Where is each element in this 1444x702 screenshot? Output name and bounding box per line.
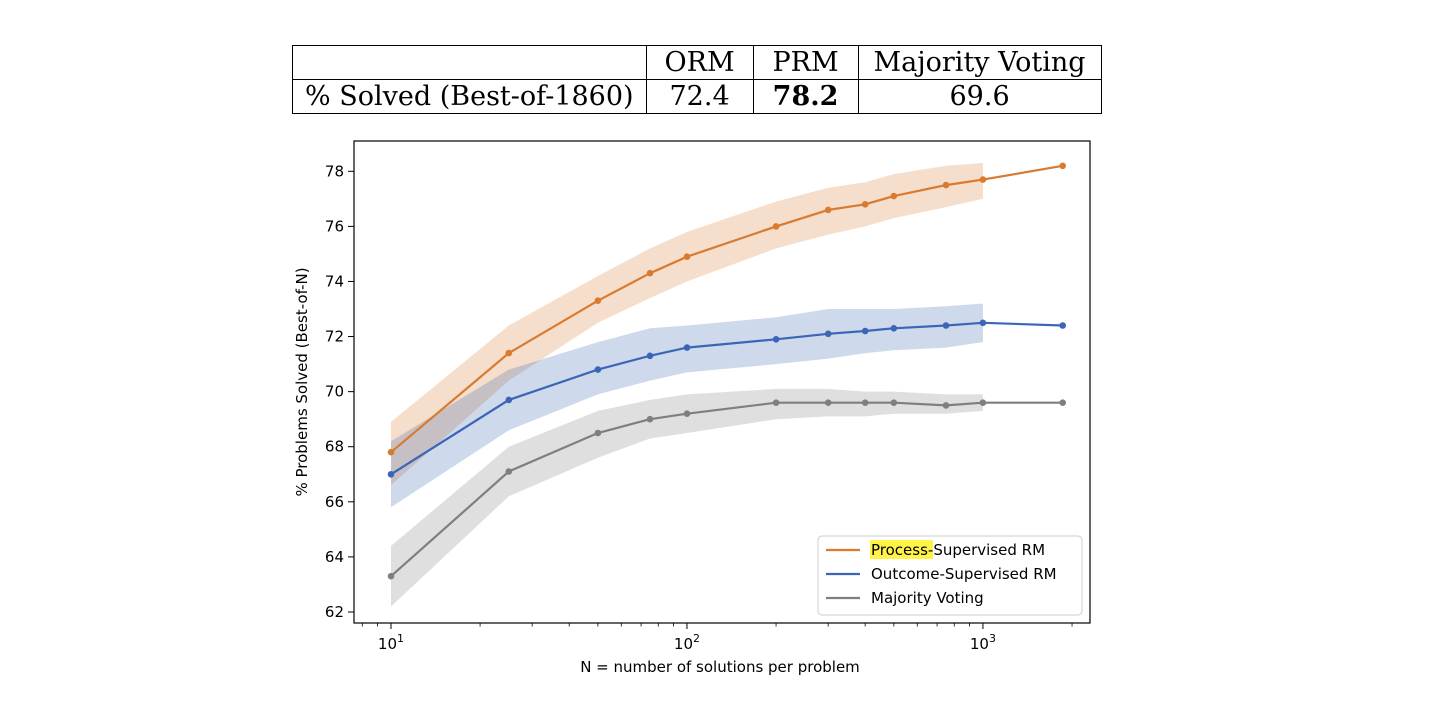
data-point (979, 399, 987, 407)
data-point (861, 201, 869, 208)
series-line-0 (390, 164, 1063, 454)
data-point (1059, 322, 1066, 329)
data-point (772, 223, 780, 230)
results-table: ORM PRM Majority Voting % Solved (Best-o… (292, 45, 1102, 114)
confidence-band-2 (391, 388, 983, 607)
table-cell-best: 78.2 (752, 79, 859, 114)
data-point (942, 322, 950, 329)
y-tick-label: 62 (325, 603, 344, 621)
y-axis-label: % Problems Solved (Best-of-N) (293, 267, 311, 496)
data-point (942, 402, 950, 409)
data-point (890, 325, 898, 332)
confidence-bands (391, 163, 983, 607)
data-point (979, 176, 987, 183)
data-point (942, 181, 950, 189)
x-tick-label: 101 (378, 632, 404, 653)
x-axis-label: N = number of solutions per problem (580, 658, 860, 676)
y-tick-label: 70 (325, 383, 344, 401)
data-point (387, 572, 395, 580)
data-point (646, 352, 654, 360)
legend-label: Majority Voting (871, 589, 984, 607)
confidence-band-0 (391, 163, 983, 486)
data-point (1059, 162, 1066, 170)
y-tick-label: 78 (325, 162, 344, 180)
data-point (824, 206, 832, 214)
legend: Process-Supervised RM Outcome-Supervised … (817, 535, 1083, 616)
data-point (646, 269, 654, 277)
series-line-2 (390, 401, 1063, 578)
table-cell: 69.6 (857, 79, 1102, 114)
data-point (979, 319, 987, 327)
table-row: % Solved (Best-of-1860) 72.4 78.2 69.6 (292, 79, 1102, 114)
legend-label: Outcome-Supervised RM (871, 565, 1057, 583)
plot-frame (353, 140, 1091, 624)
y-axis: 62 64 66 68 70 72 74 76 78 (325, 162, 354, 621)
data-point (505, 468, 513, 475)
x-tick-label: 102 (674, 632, 700, 653)
confidence-band-1 (391, 303, 983, 508)
y-tick-label: 66 (325, 493, 344, 511)
data-point (594, 297, 602, 305)
data-point (890, 399, 898, 407)
data-point (772, 399, 780, 407)
data-point (683, 344, 691, 351)
data-point (505, 349, 513, 357)
data-point (824, 399, 832, 407)
x-tick-label: 103 (970, 632, 996, 653)
y-tick-label: 68 (325, 438, 344, 456)
series-line-1 (390, 321, 1063, 476)
data-point (646, 415, 654, 423)
x-axis: 101 102 103 (361, 623, 1073, 653)
legend-label: Process-Supervised RM (871, 541, 1045, 559)
data-point (683, 410, 691, 418)
data-point (861, 327, 869, 335)
data-point (387, 448, 395, 456)
table-cell: 72.4 (645, 79, 754, 114)
y-tick-label: 76 (325, 217, 344, 235)
table-header-cell: Majority Voting (857, 45, 1102, 80)
data-point (387, 471, 395, 478)
data-point (772, 336, 780, 343)
data-point (890, 192, 898, 200)
legend-highlight (870, 540, 933, 559)
y-tick-label: 74 (325, 272, 344, 290)
data-point (683, 253, 691, 260)
y-tick-label: 64 (325, 548, 344, 566)
data-point (505, 396, 513, 404)
data-point (594, 429, 602, 437)
table-row-label: % Solved (Best-of-1860) (292, 79, 647, 114)
data-point (861, 399, 869, 407)
series-lines (387, 162, 1066, 580)
y-tick-label: 72 (325, 328, 344, 346)
data-point (1059, 399, 1066, 407)
data-point (594, 366, 602, 373)
data-point (824, 330, 832, 338)
